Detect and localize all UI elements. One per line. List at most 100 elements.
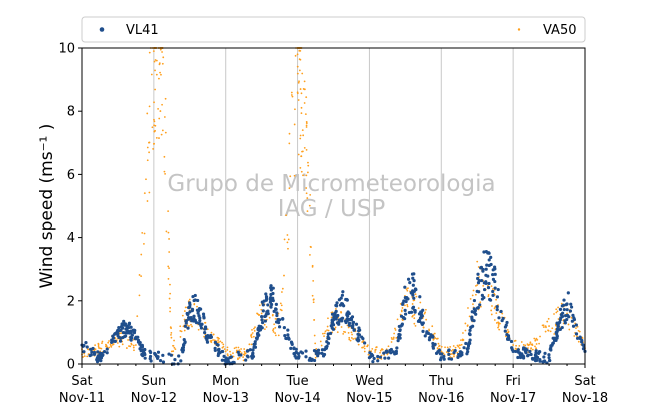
point-vl41: [524, 351, 528, 355]
point-vl41: [222, 354, 226, 358]
point-vl41: [469, 325, 473, 329]
point-va50: [298, 69, 301, 72]
point-vl41: [442, 354, 446, 359]
point-vl41: [198, 318, 202, 323]
point-va50: [392, 336, 395, 339]
point-va50: [296, 72, 299, 75]
point-va50: [279, 308, 282, 311]
point-va50: [472, 289, 475, 292]
point-va50: [143, 192, 146, 195]
point-vl41: [261, 309, 265, 313]
point-vl41: [566, 291, 570, 295]
point-va50: [279, 302, 282, 305]
point-va50: [363, 350, 366, 353]
point-va50: [304, 113, 307, 116]
point-vl41: [487, 258, 491, 262]
point-va50: [477, 266, 480, 268]
point-vl41: [501, 316, 505, 321]
point-vl41: [409, 291, 414, 295]
point-va50: [323, 332, 326, 335]
point-vl41: [196, 298, 200, 303]
point-vl41: [260, 315, 264, 319]
point-va50: [237, 346, 240, 349]
point-va50: [146, 112, 149, 115]
point-vl41: [503, 329, 507, 333]
x-tick-label-day: Sat: [574, 374, 595, 389]
point-vl41: [199, 324, 203, 328]
point-va50: [136, 315, 139, 318]
point-vl41: [263, 314, 268, 318]
point-va50: [190, 323, 192, 326]
point-vl41: [266, 303, 270, 307]
point-va50: [169, 307, 172, 309]
point-vl41: [349, 318, 354, 322]
point-va50: [168, 238, 170, 240]
point-vl41: [275, 311, 279, 315]
point-va50: [306, 171, 309, 174]
point-vl41: [286, 328, 290, 332]
point-va50: [235, 346, 238, 349]
point-vl41: [320, 351, 324, 355]
point-va50: [348, 336, 351, 339]
point-vl41: [177, 354, 181, 358]
point-va50: [431, 325, 434, 328]
point-va50: [438, 345, 440, 348]
point-va50: [298, 80, 300, 83]
point-vl41: [482, 250, 486, 254]
point-va50: [527, 347, 529, 349]
point-va50: [436, 337, 438, 340]
point-vl41: [265, 310, 269, 314]
point-va50: [567, 323, 570, 326]
point-va50: [222, 345, 225, 348]
point-va50: [347, 326, 350, 329]
point-va50: [514, 339, 517, 342]
grid-layer: [153, 48, 514, 364]
point-va50: [272, 330, 275, 333]
point-vl41: [556, 322, 560, 327]
point-vl41: [553, 336, 557, 340]
point-va50: [555, 308, 558, 311]
point-va50: [476, 284, 479, 286]
x-tick-label-day: Fri: [505, 374, 521, 389]
point-va50: [294, 54, 297, 57]
point-vl41: [356, 336, 360, 340]
point-vl41: [558, 307, 563, 311]
point-vl41: [452, 350, 456, 355]
point-va50: [148, 141, 151, 144]
point-va50: [498, 328, 501, 331]
point-vl41: [128, 331, 133, 335]
point-vl41: [497, 316, 501, 320]
point-vl41: [290, 342, 294, 347]
point-va50: [203, 335, 205, 338]
point-va50: [394, 329, 397, 331]
point-va50: [240, 348, 242, 350]
point-vl41: [117, 335, 121, 339]
point-vl41: [396, 339, 400, 343]
point-vl41: [398, 329, 402, 333]
point-vl41: [116, 332, 120, 336]
point-vl41: [188, 310, 192, 314]
point-vl41: [346, 317, 351, 322]
point-va50: [274, 326, 277, 329]
point-va50: [576, 335, 578, 338]
point-vl41: [468, 338, 472, 342]
point-va50: [263, 323, 266, 326]
point-vl41: [340, 293, 345, 297]
point-va50: [363, 345, 366, 347]
point-va50: [560, 302, 563, 305]
point-vl41: [252, 342, 256, 346]
point-va50: [217, 339, 219, 342]
point-va50: [110, 345, 113, 348]
point-va50: [544, 330, 547, 333]
point-vl41: [181, 350, 185, 354]
point-va50: [130, 343, 133, 346]
point-vl41: [426, 331, 430, 335]
point-va50: [109, 343, 112, 346]
point-vl41: [403, 308, 407, 312]
point-va50: [406, 289, 409, 292]
point-vl41: [421, 329, 425, 333]
point-va50: [524, 344, 527, 347]
point-va50: [138, 294, 141, 297]
point-va50: [453, 353, 455, 356]
legend-marker-vl41: [99, 27, 105, 32]
